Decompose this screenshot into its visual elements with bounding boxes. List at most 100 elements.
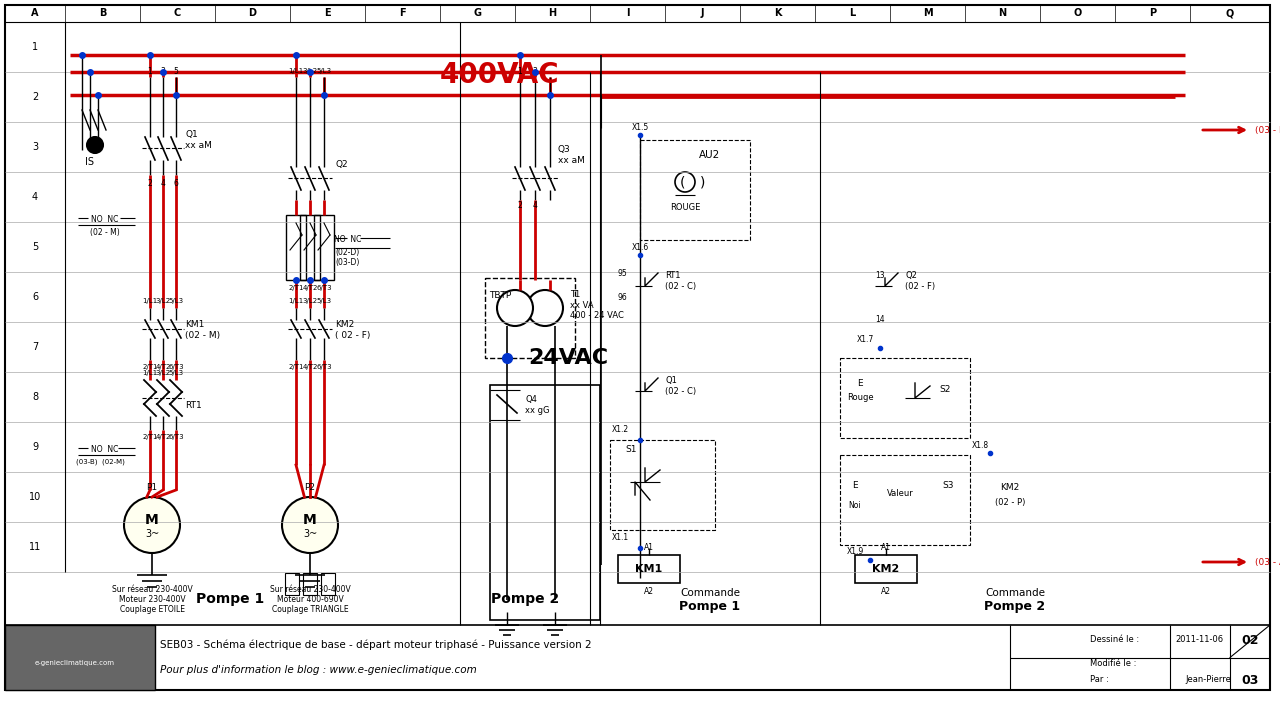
Bar — [490, 385, 600, 620]
Bar — [618, 555, 680, 583]
Text: Rouge: Rouge — [846, 394, 873, 402]
Text: TBTP: TBTP — [489, 290, 511, 300]
Text: Valeur: Valeur — [887, 488, 914, 498]
Text: 3: 3 — [532, 66, 538, 76]
Text: I: I — [626, 9, 630, 19]
Text: Commande: Commande — [986, 588, 1044, 598]
Text: X1.9: X1.9 — [846, 547, 864, 557]
Text: X1.6: X1.6 — [631, 243, 649, 253]
Text: 4/T2: 4/T2 — [155, 364, 170, 370]
Text: 3: 3 — [32, 142, 38, 152]
Text: 2: 2 — [32, 92, 38, 102]
Text: (02 - M): (02 - M) — [90, 228, 120, 236]
Bar — [840, 358, 970, 438]
Bar — [321, 573, 335, 595]
Text: Dessiné le :: Dessiné le : — [1091, 636, 1139, 644]
Text: KM1: KM1 — [635, 564, 663, 574]
Text: 02: 02 — [1242, 634, 1258, 647]
Text: AU2: AU2 — [699, 150, 721, 160]
Text: Pour plus d'information le blog : www.e-genieclimatique.com: Pour plus d'information le blog : www.e-… — [160, 665, 476, 675]
Text: 400VAC: 400VAC — [440, 61, 559, 89]
Text: X1.2: X1.2 — [612, 426, 628, 434]
Bar — [285, 215, 306, 280]
Text: J: J — [700, 9, 704, 19]
Text: Q2
(02 - F): Q2 (02 - F) — [905, 271, 936, 291]
Text: (02-D): (02-D) — [335, 248, 360, 258]
Text: P1: P1 — [146, 482, 157, 492]
Text: e-genieclimatique.com: e-genieclimatique.com — [35, 660, 115, 665]
Text: 5/L3: 5/L3 — [316, 68, 332, 74]
Text: Sur réseau 230-400V: Sur réseau 230-400V — [111, 585, 192, 595]
Text: Q2: Q2 — [335, 161, 348, 169]
Text: 6/T3: 6/T3 — [316, 364, 332, 370]
Text: 3/L2: 3/L2 — [155, 370, 170, 376]
Text: X1.5: X1.5 — [631, 124, 649, 132]
Text: M: M — [145, 513, 159, 527]
Bar — [5, 625, 155, 690]
Text: 1: 1 — [32, 42, 38, 52]
Text: X1.1: X1.1 — [612, 534, 628, 542]
Text: 2: 2 — [517, 200, 522, 210]
Text: 2/T1: 2/T1 — [142, 434, 157, 440]
Text: A: A — [31, 9, 38, 19]
Text: M: M — [303, 513, 317, 527]
Text: (03-B)  (02-M): (03-B) (02-M) — [76, 459, 124, 465]
Text: P2: P2 — [305, 484, 315, 492]
Text: Q3
xx aM: Q3 xx aM — [558, 145, 585, 165]
Text: P: P — [1149, 9, 1156, 19]
Text: NO  NC: NO NC — [91, 215, 119, 225]
Text: 96: 96 — [617, 294, 627, 302]
Bar — [285, 573, 300, 595]
Text: Commande: Commande — [680, 588, 740, 598]
Text: 2011-11-06: 2011-11-06 — [1175, 636, 1224, 644]
Text: 1/L1: 1/L1 — [142, 298, 157, 304]
Text: 6/T3: 6/T3 — [168, 434, 184, 440]
Text: H: H — [548, 9, 557, 19]
Text: NO  NC: NO NC — [91, 446, 119, 454]
Text: Jean-Pierre: Jean-Pierre — [1185, 675, 1231, 685]
Bar — [611, 440, 716, 530]
Text: 9: 9 — [32, 442, 38, 452]
Text: A2: A2 — [881, 587, 891, 595]
Text: 2/T1: 2/T1 — [142, 364, 157, 370]
Circle shape — [87, 137, 102, 153]
Text: 2/T1: 2/T1 — [288, 285, 303, 291]
Text: E: E — [324, 9, 330, 19]
Text: 3~: 3~ — [303, 529, 317, 539]
Text: D: D — [248, 9, 256, 19]
Text: (02 - P): (02 - P) — [995, 498, 1025, 506]
Text: S1: S1 — [625, 446, 636, 454]
Text: 4/T2: 4/T2 — [302, 285, 317, 291]
Text: 5/L3: 5/L3 — [169, 370, 183, 376]
Text: NO  NC: NO NC — [334, 235, 362, 245]
Text: 4: 4 — [160, 179, 165, 187]
Text: S3: S3 — [942, 480, 954, 490]
Bar — [840, 455, 970, 545]
Text: 4/T2: 4/T2 — [155, 434, 170, 440]
Text: O: O — [1074, 9, 1082, 19]
Text: (03 - B): (03 - B) — [1254, 125, 1280, 135]
Text: 6/T3: 6/T3 — [316, 285, 332, 291]
Bar — [640, 140, 750, 240]
Text: Couplage ETOILE: Couplage ETOILE — [119, 606, 184, 614]
Text: F: F — [399, 9, 406, 19]
Text: Moteur 230-400V: Moteur 230-400V — [119, 595, 186, 605]
Text: Modifié le :: Modifié le : — [1091, 659, 1137, 667]
Text: ): ) — [700, 175, 705, 189]
Text: T1
xx VA
400 - 24 VAC: T1 xx VA 400 - 24 VAC — [570, 290, 623, 320]
Text: X1.7: X1.7 — [856, 336, 874, 344]
Text: L: L — [850, 9, 855, 19]
Bar — [485, 278, 575, 358]
Text: 1/L1: 1/L1 — [288, 68, 303, 74]
Text: 5: 5 — [32, 242, 38, 252]
Text: KM2
( 02 - F): KM2 ( 02 - F) — [335, 320, 370, 340]
Text: Moteur 400-690V: Moteur 400-690V — [276, 595, 343, 605]
Text: 5/L3: 5/L3 — [316, 298, 332, 304]
Text: IS: IS — [86, 157, 95, 167]
Text: KM2: KM2 — [1001, 484, 1020, 492]
Text: RT1: RT1 — [186, 400, 202, 410]
Circle shape — [282, 497, 338, 553]
Text: 1/L1: 1/L1 — [288, 298, 303, 304]
Text: E: E — [852, 480, 858, 490]
Circle shape — [527, 290, 563, 326]
